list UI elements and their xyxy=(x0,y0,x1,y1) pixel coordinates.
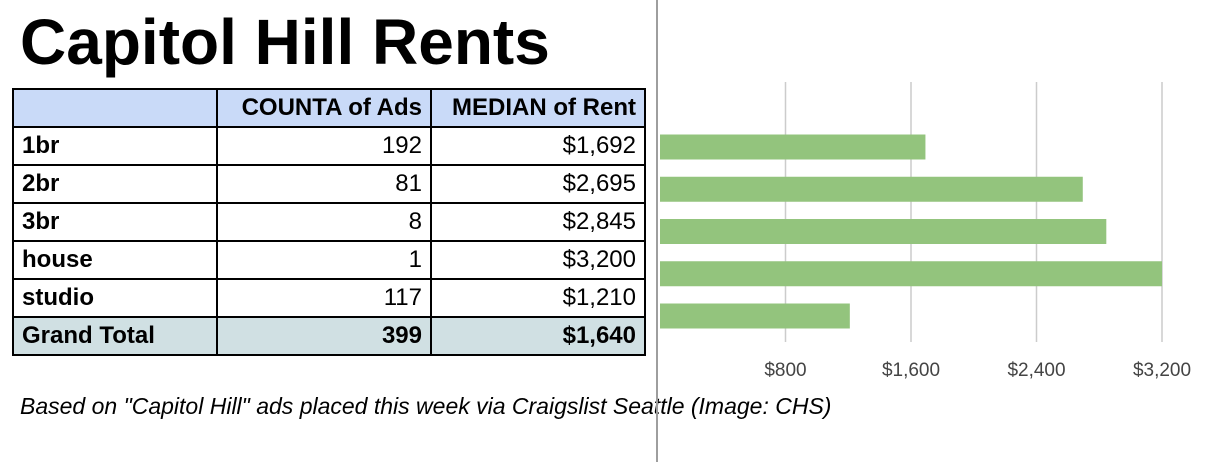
table-row: studio 117 $1,210 xyxy=(12,278,646,318)
table-header-corner xyxy=(12,88,218,128)
row-label: studio xyxy=(12,278,218,318)
table-header-ads: COUNTA of Ads xyxy=(216,88,432,128)
row-label: house xyxy=(12,240,218,280)
row-median-rent: $2,695 xyxy=(430,164,646,204)
x-tick-label: $800 xyxy=(764,360,806,381)
table-row: house 1 $3,200 xyxy=(12,240,646,280)
rent-bar-chart: $800 $1,600 $2,400 $3,200 xyxy=(660,82,1191,381)
bar-3br xyxy=(660,219,1107,244)
page-title: Capitol Hill Rents xyxy=(20,6,550,78)
row-label: 3br xyxy=(12,202,218,242)
row-ads-count: 117 xyxy=(216,278,432,318)
bar-2br xyxy=(660,176,1083,202)
row-label: 2br xyxy=(12,164,218,204)
row-median-rent: $1,692 xyxy=(430,126,646,166)
table-header-row: COUNTA of Ads MEDIAN of Rent xyxy=(12,88,646,128)
row-label: 1br xyxy=(12,126,218,166)
table-row: 2br 81 $2,695 xyxy=(12,164,646,204)
row-ads-count: 81 xyxy=(216,164,432,204)
pivot-table: COUNTA of Ads MEDIAN of Rent 1br 192 $1,… xyxy=(12,88,646,356)
source-caption: Based on "Capitol Hill" ads placed this … xyxy=(20,393,832,419)
grand-total-label: Grand Total xyxy=(12,316,218,356)
table-row: 3br 8 $2,845 xyxy=(12,202,646,242)
row-median-rent: $2,845 xyxy=(430,202,646,242)
row-median-rent: $3,200 xyxy=(430,240,646,280)
grand-total-ads: 399 xyxy=(216,316,432,356)
grand-total-rent: $1,640 xyxy=(430,316,646,356)
table-header-rent: MEDIAN of Rent xyxy=(430,88,646,128)
bar-studio xyxy=(660,303,850,329)
column-divider xyxy=(656,0,658,462)
x-tick-label: $2,400 xyxy=(1007,360,1065,381)
bar-house xyxy=(660,261,1162,287)
row-median-rent: $1,210 xyxy=(430,278,646,318)
table-row: 1br 192 $1,692 xyxy=(12,126,646,166)
x-tick-label: $3,200 xyxy=(1133,360,1191,381)
x-tick-label: $1,600 xyxy=(882,360,940,381)
bar-1br xyxy=(660,134,926,160)
row-ads-count: 8 xyxy=(216,202,432,242)
row-ads-count: 192 xyxy=(216,126,432,166)
row-ads-count: 1 xyxy=(216,240,432,280)
grand-total-row: Grand Total 399 $1,640 xyxy=(12,316,646,356)
